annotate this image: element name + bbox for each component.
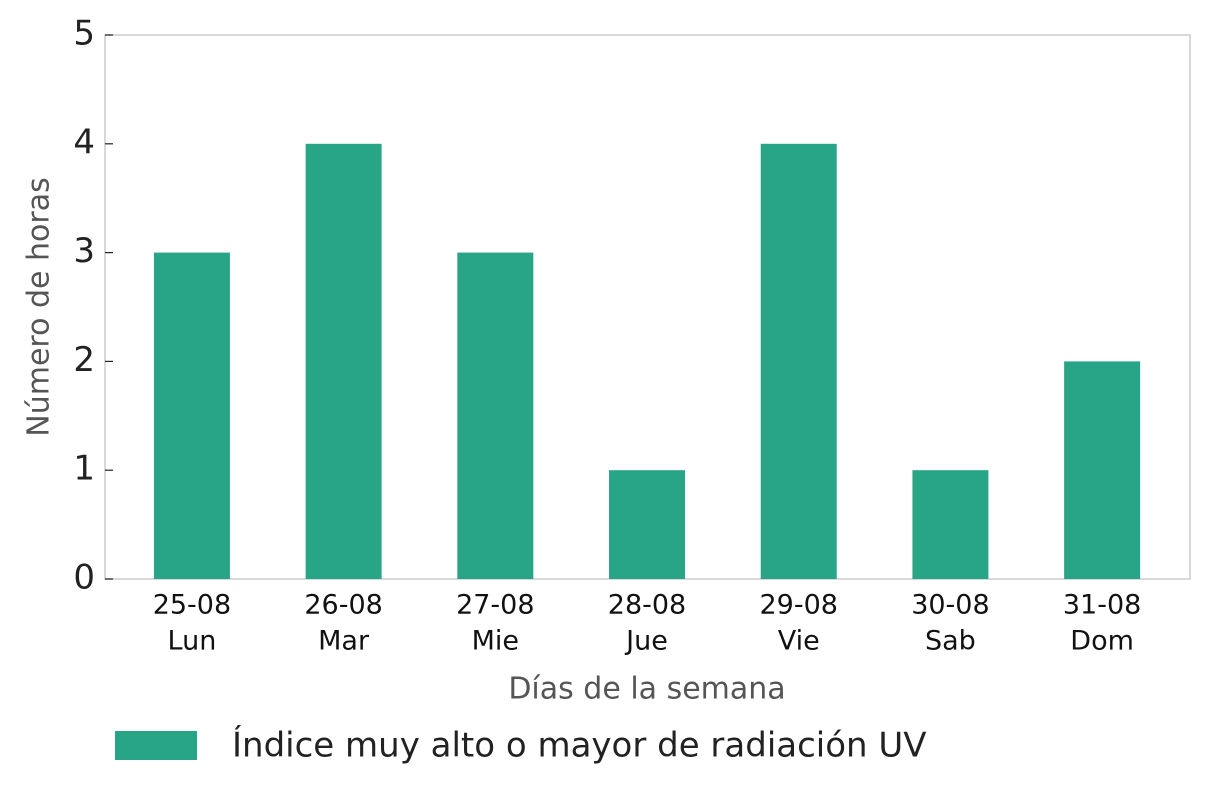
x-tick-label: 25-08 [153,590,231,621]
y-tick-label: 4 [73,122,95,162]
x-tick-label: 30-08 [911,590,989,621]
x-tick-label: 29-08 [759,590,837,621]
x-axis-label: Días de la semana [508,672,785,707]
bar [457,252,534,579]
bar [153,252,230,579]
y-axis-label: Número de horas [22,177,57,436]
x-tick-label: 31-08 [1063,590,1141,621]
x-tick-label: Lun [168,626,217,657]
x-tick-label: Sab [925,626,976,657]
x-tick-label: 28-08 [608,590,686,621]
bar [305,143,382,580]
y-tick-label: 2 [73,340,95,380]
bar [1064,361,1141,579]
y-tick-label: 1 [73,449,95,489]
bar [609,470,686,579]
legend-label: Índice muy alto o mayor de radiación UV [232,725,927,766]
x-tick-label: Vie [778,626,820,657]
legend-swatch [115,731,197,760]
x-tick-label: Mie [472,626,519,657]
x-tick-label: Dom [1070,626,1134,657]
x-tick-label: 26-08 [304,590,382,621]
x-tick-label: 27-08 [456,590,534,621]
y-tick-label: 0 [73,558,95,598]
x-tick-label: Mar [318,626,370,657]
y-tick-label: 3 [73,231,95,271]
bar [760,143,837,580]
x-tick-label: Jue [624,626,668,657]
y-tick-label: 5 [73,14,95,54]
bar [912,470,989,579]
